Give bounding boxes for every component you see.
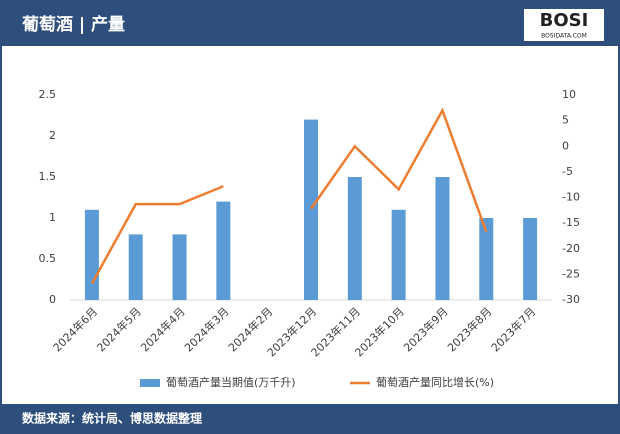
y2-tick-label: -20 bbox=[562, 242, 580, 255]
logo: BOSI bbox=[540, 10, 589, 31]
bar bbox=[304, 119, 318, 300]
y-tick-label: 2 bbox=[49, 129, 56, 142]
y-tick-label: 1 bbox=[49, 211, 56, 224]
y2-tick-label: -5 bbox=[562, 165, 573, 178]
bar bbox=[347, 177, 362, 300]
header-bar bbox=[0, 0, 620, 46]
legend-label: 葡萄酒产量同比增长(%) bbox=[376, 375, 494, 389]
line bbox=[309, 107, 488, 233]
bar bbox=[172, 234, 187, 300]
bar bbox=[479, 218, 494, 300]
y2-tick-label: 10 bbox=[562, 88, 576, 101]
footer-bar bbox=[0, 404, 620, 434]
bar bbox=[216, 201, 231, 300]
y2-tick-label: -30 bbox=[562, 293, 580, 306]
bar bbox=[391, 209, 406, 300]
bar bbox=[84, 209, 99, 300]
y2-tick-label: 0 bbox=[562, 139, 569, 152]
y-tick-label: 0.5 bbox=[39, 252, 57, 265]
legend-label: 葡萄酒产量当期值(万千升) bbox=[166, 375, 296, 389]
y2-tick-label: -15 bbox=[562, 216, 580, 229]
logo-sub: BOSIDATA.COM bbox=[541, 33, 587, 40]
logo-box bbox=[524, 9, 604, 41]
bar bbox=[435, 177, 450, 300]
line bbox=[90, 185, 224, 285]
legend-swatch bbox=[140, 379, 160, 387]
page-title: 葡萄酒 | 产量 bbox=[21, 14, 125, 35]
bar bbox=[523, 218, 538, 300]
bar bbox=[128, 234, 143, 300]
y2-tick-label: -25 bbox=[562, 267, 580, 280]
y2-tick-label: 5 bbox=[562, 114, 569, 127]
y-tick-label: 0 bbox=[49, 293, 56, 306]
y2-tick-label: -10 bbox=[562, 191, 580, 204]
source: 数据来源：统计局、博思数据整理 bbox=[22, 411, 202, 426]
y-tick-label: 2.5 bbox=[39, 88, 57, 101]
y-tick-label: 1.5 bbox=[39, 170, 57, 183]
